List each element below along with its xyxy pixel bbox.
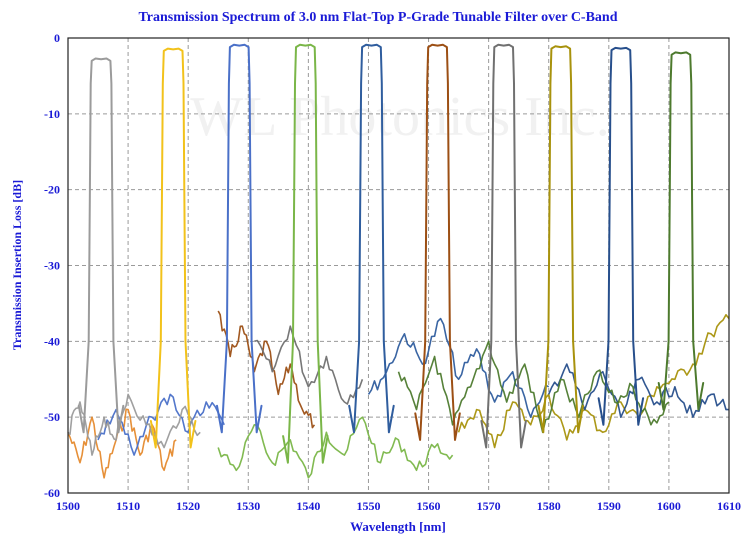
filter-curve-10 xyxy=(657,51,705,411)
x-tick-label: 1600 xyxy=(657,499,681,513)
noise-trace xyxy=(67,393,201,456)
filter-curve-2 xyxy=(149,47,197,449)
filter-curve-8 xyxy=(537,45,584,434)
x-axis-ticks: 1500 1510 1520 1530 1540 1550 1560 1570 1580 1590… xyxy=(56,499,741,513)
x-tick-label: 1520 xyxy=(176,499,200,513)
y-tick-label: -50 xyxy=(44,410,60,424)
filter-curve-7 xyxy=(480,43,527,449)
x-tick-label: 1510 xyxy=(116,499,140,513)
x-tick-label: 1550 xyxy=(356,499,380,513)
noise-trace xyxy=(217,310,316,429)
x-tick-label: 1540 xyxy=(296,499,320,513)
x-tick-label: 1580 xyxy=(537,499,561,513)
y-tick-label: -30 xyxy=(44,259,60,273)
noise-trace xyxy=(457,314,730,449)
y-tick-label: -20 xyxy=(44,183,60,197)
y-tick-label: -10 xyxy=(44,107,60,121)
y-tick-label: -40 xyxy=(44,334,60,348)
x-tick-label: 1500 xyxy=(56,499,80,513)
x-axis-label: Wavelength [nm] xyxy=(350,519,446,534)
noise-floor-traces xyxy=(67,310,730,479)
chart-title: Transmission Spectrum of 3.0 nm Flat-Top… xyxy=(138,10,617,25)
noise-trace xyxy=(254,325,364,405)
y-tick-label: 0 xyxy=(54,31,60,45)
filter-curve-6 xyxy=(414,43,461,441)
x-tick-label: 1570 xyxy=(477,499,501,513)
noise-trace xyxy=(397,340,670,434)
filter-curve-9 xyxy=(597,46,645,426)
x-tick-label: 1560 xyxy=(417,499,441,513)
x-tick-label: 1590 xyxy=(597,499,621,513)
noise-trace xyxy=(97,393,225,456)
filter-curve-5 xyxy=(348,43,395,434)
x-tick-label: 1610 xyxy=(717,499,741,513)
x-tick-label: 1530 xyxy=(236,499,260,513)
noise-trace xyxy=(547,363,729,418)
filter-curve-4 xyxy=(282,43,329,464)
filter-curve-1 xyxy=(77,57,125,434)
y-tick-label: -60 xyxy=(44,486,60,500)
watermark: WL Photonics Inc. xyxy=(190,86,609,148)
y-axis-label: Transmission Insertion Loss [dB] xyxy=(10,180,24,350)
plot-frame xyxy=(67,37,730,494)
y-axis-ticks: 0 -10 -20 -30 -40 -50 -60 xyxy=(44,31,60,500)
filter-passband-curves xyxy=(77,43,705,464)
noise-trace xyxy=(67,408,177,479)
filter-curve-3 xyxy=(216,43,263,434)
